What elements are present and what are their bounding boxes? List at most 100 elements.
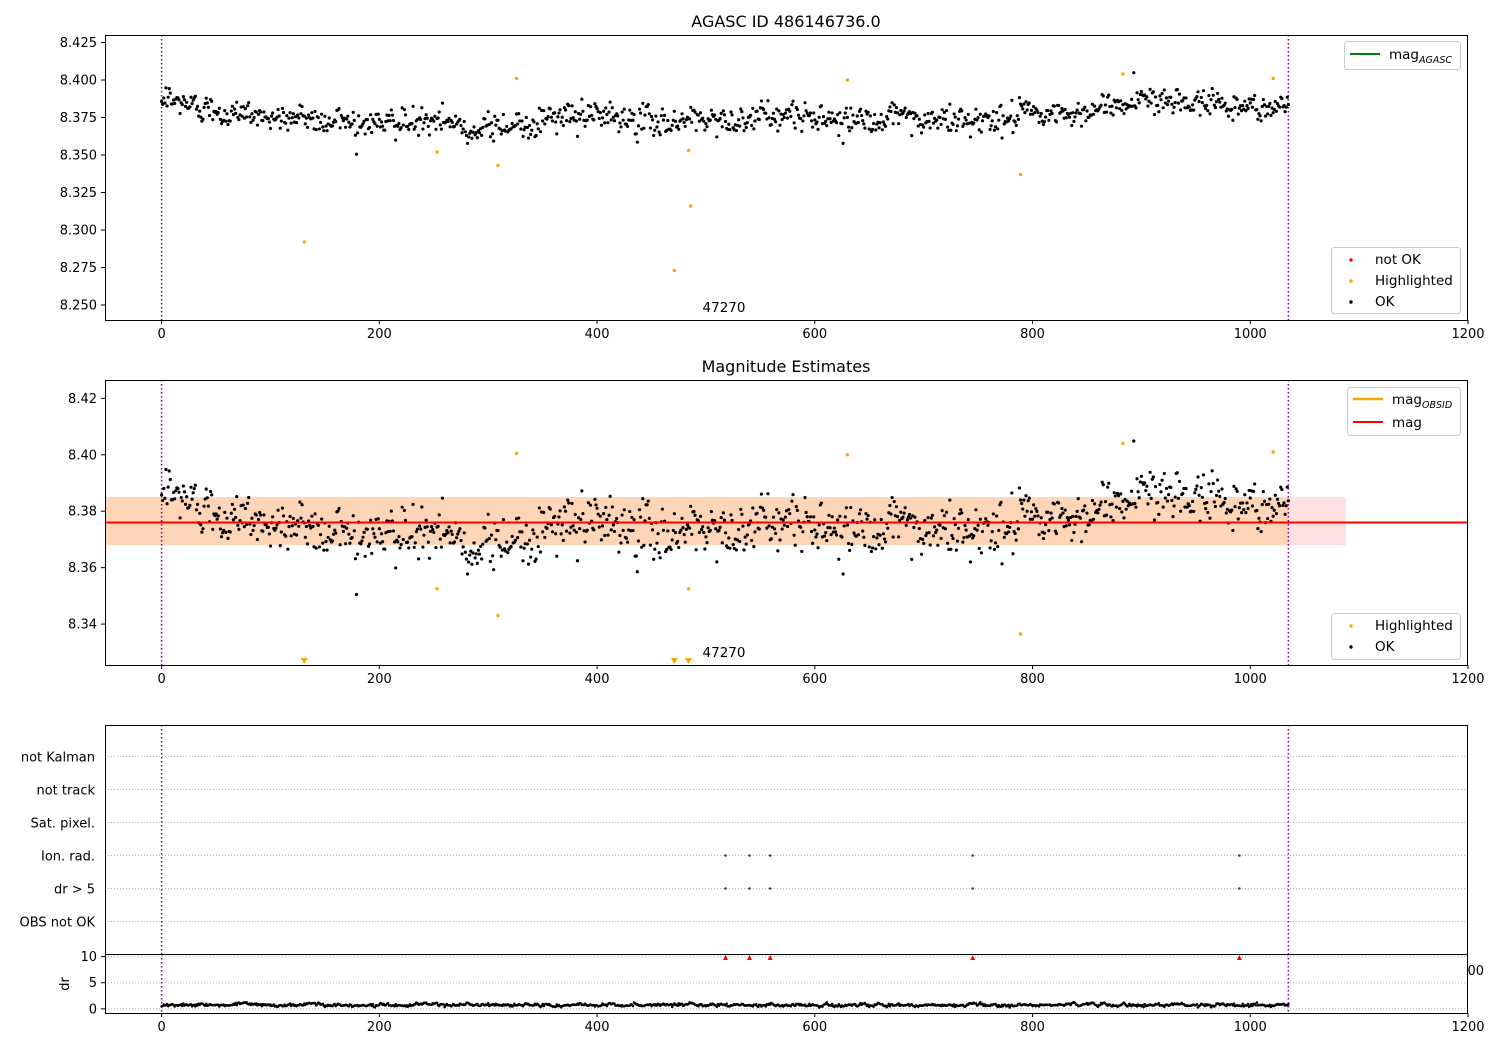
agasc-ok-point bbox=[286, 128, 290, 132]
estimates-ok-point bbox=[693, 513, 697, 517]
estimates-ok-point bbox=[474, 552, 478, 556]
agasc-ok-point bbox=[662, 113, 667, 117]
agasc-ok-point bbox=[1078, 112, 1083, 116]
estimates-ok-point bbox=[916, 539, 920, 544]
estimates-ok-point bbox=[324, 539, 328, 544]
estimates-ok-point bbox=[1193, 491, 1197, 495]
agasc-ok-point bbox=[1197, 99, 1201, 104]
agasc-ok-point bbox=[603, 121, 607, 125]
estimates-ok-point bbox=[838, 514, 842, 518]
agasc-ok-point bbox=[1244, 109, 1248, 113]
estimates-ok-point bbox=[792, 533, 796, 537]
estimates-ok-point bbox=[599, 538, 604, 542]
estimates-ok-point bbox=[576, 516, 581, 520]
estimates-ok-point bbox=[585, 528, 589, 532]
estimates-ok-point bbox=[457, 529, 461, 533]
agasc-ok-point bbox=[353, 133, 357, 137]
estimates-ok-point bbox=[944, 510, 949, 514]
estimates-ok-point bbox=[1176, 496, 1181, 500]
agasc-ok-point bbox=[1192, 108, 1196, 112]
agasc-ok-point bbox=[1122, 111, 1126, 116]
estimates-ok-point bbox=[1181, 491, 1185, 496]
agasc-ok-point bbox=[612, 119, 617, 123]
agasc-ok-point bbox=[899, 108, 903, 113]
estimates-ok-point bbox=[815, 532, 819, 536]
agasc-ok-point bbox=[927, 119, 931, 123]
agasc-ok-point bbox=[1013, 120, 1017, 124]
agasc-ok-point bbox=[646, 103, 650, 107]
estimates-ok-point bbox=[1259, 530, 1263, 534]
dr-point bbox=[676, 1004, 679, 1008]
estimates-ok-point bbox=[736, 527, 741, 532]
estimates-ok-point bbox=[1239, 510, 1244, 515]
agasc-ok-point bbox=[1260, 104, 1264, 109]
estimates-ok-point bbox=[1197, 493, 1201, 497]
agasc-ok-point bbox=[254, 110, 258, 114]
dr-point bbox=[1098, 1003, 1102, 1007]
agasc-ok-point bbox=[320, 112, 324, 116]
agasc-ok-point bbox=[289, 121, 293, 125]
dr-point bbox=[1287, 1003, 1290, 1006]
estimates-ok-point bbox=[788, 512, 792, 516]
agasc-ok-point bbox=[1101, 94, 1105, 98]
estimates-ok-point bbox=[1091, 517, 1096, 521]
estimates-ok-point bbox=[1111, 518, 1115, 523]
estimates-ok-point bbox=[1037, 533, 1041, 537]
estimates-ok-point bbox=[830, 515, 834, 519]
agasc-ok-point bbox=[976, 115, 980, 120]
estimates-x-tick-label: 1000 bbox=[1234, 672, 1267, 687]
dr-point bbox=[313, 1001, 317, 1005]
agasc-ok-point bbox=[322, 129, 326, 133]
estimates-ok-point bbox=[217, 506, 221, 510]
estimates-ok-point bbox=[769, 537, 773, 541]
estimates-ok-point bbox=[363, 554, 367, 558]
agasc-ok-point bbox=[1090, 102, 1095, 106]
estimates-ok-point bbox=[699, 527, 704, 532]
agasc-ok-point bbox=[244, 115, 249, 119]
agasc-ok-point bbox=[720, 125, 724, 129]
agasc-ok-point bbox=[1111, 113, 1115, 117]
estimates-ok-point bbox=[399, 542, 403, 547]
estimates-ok-point bbox=[1079, 540, 1084, 544]
estimates-ok-point bbox=[1244, 511, 1248, 515]
agasc-ok-point bbox=[452, 124, 457, 128]
agasc-ok-point bbox=[296, 113, 300, 117]
estimates-ok-point bbox=[1280, 487, 1284, 492]
estimates-ok-point bbox=[962, 535, 966, 540]
estimates-ok-point bbox=[612, 529, 617, 534]
estimates-ok-point bbox=[278, 543, 282, 548]
agasc-ok-point bbox=[223, 109, 227, 113]
estimates-panel: Magnitude Estimates 47270 0 200 400 600 800 1… bbox=[68, 357, 1485, 687]
agasc-ok-point bbox=[302, 114, 306, 118]
agasc-ok-point bbox=[553, 111, 557, 115]
estimates-ok-point bbox=[254, 513, 258, 517]
agasc-ok-point bbox=[709, 108, 713, 112]
estimates-ok-point bbox=[950, 533, 954, 538]
agasc-highlighted-point bbox=[845, 78, 850, 82]
dr-x-tick-label: 600 bbox=[802, 1020, 827, 1035]
agasc-ok-point bbox=[635, 140, 639, 144]
estimates-ok-point bbox=[163, 496, 167, 500]
estimates-ok-point bbox=[928, 543, 932, 547]
agasc-obsid-annotation: 47270 bbox=[703, 300, 746, 316]
agasc-ok-series bbox=[160, 71, 1290, 156]
agasc-ok-point bbox=[718, 117, 722, 121]
agasc-ok-point bbox=[647, 112, 651, 116]
agasc-ok-point bbox=[463, 130, 467, 134]
estimates-ok-point bbox=[413, 541, 417, 545]
agasc-legend-lower: not OK Highlighted OK bbox=[1331, 247, 1461, 314]
agasc-ok-point bbox=[416, 133, 421, 137]
agasc-ok-point bbox=[240, 114, 244, 118]
agasc-ok-point bbox=[845, 115, 850, 119]
estimates-ok-point bbox=[510, 534, 514, 539]
estimates-ok-point bbox=[333, 528, 337, 532]
estimates-ok-point bbox=[467, 560, 471, 564]
estimates-ok-point bbox=[902, 511, 906, 515]
dr-point bbox=[442, 1003, 445, 1006]
agasc-reference-lines bbox=[160, 35, 1290, 320]
estimates-ok-point bbox=[743, 535, 747, 539]
estimates-ok-point bbox=[439, 545, 443, 549]
estimates-ok-point bbox=[647, 516, 651, 520]
agasc-ok-point bbox=[570, 104, 574, 108]
estimates-ok-point bbox=[1255, 508, 1259, 513]
